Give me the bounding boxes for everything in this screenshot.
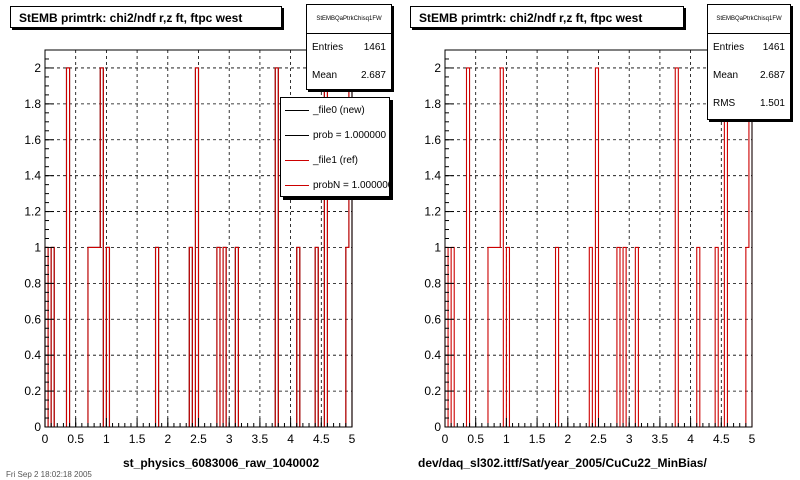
stats-name: StEMBQaPtrkChisq1FW	[708, 5, 790, 34]
legend-label: _file0 (new)	[313, 105, 365, 116]
y-tick-label: 0.2	[24, 384, 41, 398]
y-tick-label: 1.4	[424, 169, 441, 183]
x-axis-title: dev/daq_sl302.ittf/Sat/year_2005/CuCu22_…	[418, 456, 707, 470]
y-tick-label: 1.2	[24, 205, 41, 219]
legend-line-red	[285, 160, 309, 161]
legend-entry-file1: _file1 (ref)	[281, 148, 389, 173]
y-tick-label: 1.8	[424, 97, 441, 111]
y-tick-label: 1.2	[424, 205, 441, 219]
stats-label: Mean	[713, 70, 739, 81]
x-axis-title: st_physics_6083006_raw_1040002	[123, 456, 320, 470]
x-tick-label: 0	[442, 432, 449, 446]
stats-row-rms: RMS 1.501	[708, 90, 790, 118]
y-tick-label: 0.6	[24, 312, 41, 326]
x-tick-label: 4.5	[713, 432, 730, 446]
y-tick-label: 1.6	[24, 133, 41, 147]
y-tick-label: 0.8	[24, 276, 41, 290]
stats-value: 2.687	[360, 70, 386, 81]
y-tick-label: 0.4	[424, 348, 441, 362]
x-tick-label: 2.5	[590, 432, 607, 446]
x-tick-label: 2	[564, 432, 571, 446]
x-tick-label: 3.5	[652, 432, 669, 446]
stats-box: StEMBQaPtrkChisq1FW Entries 1461 Mean 2.…	[306, 4, 392, 90]
y-tick-label: 0	[34, 420, 41, 434]
stats-name: StEMBQaPtrkChisq1FW	[307, 5, 391, 34]
x-tick-label: 0.5	[467, 432, 484, 446]
stats-row-entries: Entries 1461	[307, 34, 391, 62]
legend: _file0 (new) prob = 1.000000 _file1 (ref…	[280, 97, 390, 197]
stats-label: Entries	[312, 42, 344, 53]
stats-value: 1.501	[759, 98, 785, 109]
legend-label: prob = 1.000000	[313, 130, 387, 141]
x-tick-label: 0	[42, 432, 49, 446]
x-tick-label: 1	[103, 432, 110, 446]
x-tick-label: 5	[749, 432, 756, 446]
legend-line-red	[285, 185, 309, 186]
stats-label: RMS	[713, 98, 736, 109]
stats-box: StEMBQaPtrkChisq1FW Entries 1461 Mean 2.…	[707, 4, 791, 120]
stats-row-mean: Mean 2.687	[307, 62, 391, 90]
y-tick-label: 1	[434, 240, 441, 254]
x-tick-label: 2	[164, 432, 171, 446]
x-tick-label: 4	[687, 432, 694, 446]
x-tick-label: 3.5	[252, 432, 269, 446]
stats-row-mean: Mean 2.687	[708, 62, 790, 90]
x-tick-label: 5	[349, 432, 356, 446]
x-tick-label: 3	[226, 432, 233, 446]
x-tick-label: 1.5	[129, 432, 146, 446]
y-tick-label: 2	[34, 61, 41, 75]
y-tick-label: 1.8	[24, 97, 41, 111]
y-tick-label: 0.2	[424, 384, 441, 398]
y-tick-label: 1.4	[24, 169, 41, 183]
x-tick-label: 4.5	[313, 432, 330, 446]
histogram-panel-right: 0 0.5 1 1.5 2 2.5 3 3.5 4 4.5 5 0 0.2 0.4 0.6 0.8 1 1.2 1.…	[400, 0, 800, 480]
legend-label: probN = 1.000000	[313, 180, 390, 191]
x-tick-label: 2.5	[190, 432, 207, 446]
timestamp-footnote: Fri Sep 2 18:02:18 2005	[6, 470, 92, 479]
legend-entry-file0: _file0 (new)	[281, 98, 389, 123]
stats-row-entries: Entries 1461	[708, 34, 790, 62]
legend-entry-probn: probN = 1.000000	[281, 173, 390, 196]
x-tick-label: 3	[626, 432, 633, 446]
stats-value: 2.687	[759, 70, 785, 81]
plot-title: StEMB primtrk: chi2/ndf r,z ft, ftpc wes…	[410, 6, 684, 28]
y-tick-label: 2	[434, 61, 441, 75]
legend-label: _file1 (ref)	[313, 155, 359, 166]
stats-value: 1461	[762, 42, 785, 53]
legend-line-black	[285, 135, 309, 136]
y-tick-label: 0	[434, 420, 441, 434]
y-tick-label: 0.8	[424, 276, 441, 290]
histogram-plot-right: 0 0.5 1 1.5 2 2.5 3 3.5 4 4.5 5 0 0.2 0.4 0.6 0.8 1 1.2 1.…	[424, 49, 756, 446]
x-tick-label: 1	[503, 432, 510, 446]
stats-value: 1461	[363, 42, 386, 53]
y-tick-label: 0.6	[424, 312, 441, 326]
y-tick-label: 0.4	[24, 348, 41, 362]
y-tick-label: 1.6	[424, 133, 441, 147]
stats-label: Entries	[713, 42, 745, 53]
legend-entry-prob: prob = 1.000000	[281, 123, 389, 148]
x-tick-label: 0.5	[67, 432, 84, 446]
legend-line-black	[285, 110, 309, 111]
x-tick-label: 1.5	[529, 432, 546, 446]
y-tick-label: 1	[34, 240, 41, 254]
plot-title: StEMB primtrk: chi2/ndf r,z ft, ftpc wes…	[10, 6, 282, 28]
stats-label: Mean	[312, 70, 338, 81]
x-tick-label: 4	[287, 432, 294, 446]
histogram-panel-left: 0 0.5 1 1.5 2 2.5 3 3.5 4 4.5 5 0 0.2 0.4 0.6 0.8 1 1.2 1.…	[10, 4, 392, 470]
